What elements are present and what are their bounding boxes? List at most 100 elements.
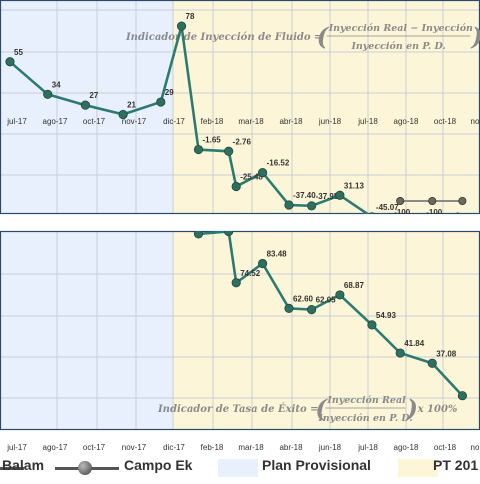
data-label: 62.60 [293, 294, 314, 303]
x-tick-label: ago-17 [43, 443, 68, 452]
data-point [306, 304, 317, 315]
data-label: -25.48 [240, 172, 263, 181]
data-label: 41.84 [404, 339, 425, 348]
x-tick-label: abr-18 [279, 117, 303, 126]
data-point [193, 144, 204, 155]
data-label: -37.40 [293, 191, 316, 200]
data-label: 21 [127, 100, 136, 109]
legend-label-plan-provisional: Plan Provisional [262, 457, 371, 473]
formula-annotation: Indicador de Tasa de Éxito =(Inyección R… [157, 394, 458, 424]
legend-label-balam: Balam [2, 457, 45, 473]
data-point [306, 201, 317, 211]
formula-paren-open: ( [317, 22, 330, 51]
data-point [231, 181, 241, 192]
x-tick-label: ago-18 [394, 117, 419, 126]
formula-annotation: Indicador de Inyección de Fluido =(Inyec… [125, 22, 480, 52]
formula-denominator: Inyección en P. D. [317, 413, 412, 424]
formula-numerator: Inyección Real [326, 395, 406, 406]
x-tick-label: oct-18 [434, 117, 457, 126]
legend-campo-ek-marker [55, 460, 119, 476]
data-point [457, 391, 467, 401]
data-point [257, 168, 268, 178]
data-label: 74.52 [240, 269, 261, 278]
legend-balam-line [0, 460, 24, 476]
data-label: 37.08 [436, 349, 457, 358]
data-point [284, 303, 294, 314]
chart-legend: Balam Campo Ek Plan Provisional PT 201 [0, 455, 480, 481]
legend-provisional-swatch [218, 459, 258, 477]
data-point [429, 433, 436, 440]
data-point [257, 258, 268, 269]
data-point [284, 200, 294, 210]
data-label: -1.65 [203, 136, 222, 145]
series-group: 97.24 98.35 74.52 83.48 62.60 62.05 68.87 54.93… [193, 218, 467, 453]
formula-paren-close: ) [406, 394, 418, 423]
data-label: 98.35 [233, 218, 254, 227]
x-tick-label: jul-18 [357, 117, 378, 126]
x-tick-label: oct-17 [83, 443, 106, 452]
x-tick-label: jul-17 [6, 443, 27, 452]
legend-label-campo-ek: Campo Ek [124, 457, 193, 473]
data-point [335, 290, 345, 300]
data-point [176, 21, 187, 31]
data-label: 31.13 [344, 181, 365, 190]
data-point [224, 146, 234, 156]
data-point [396, 196, 405, 205]
data-label: 58.16 [404, 223, 425, 232]
data-label: 62.05 [316, 296, 337, 305]
formula-lhs: Indicador de Tasa de Éxito = [157, 403, 318, 415]
x-tick-label: oct-17 [83, 117, 106, 126]
data-label: 78 [186, 12, 195, 21]
data-point [428, 196, 437, 205]
data-label: 0 [426, 444, 431, 453]
data-label: -45.07 [376, 203, 399, 212]
data-point [231, 278, 241, 288]
x-tick-label: ago-18 [394, 443, 419, 452]
formula-paren-open: ( [315, 394, 328, 423]
data-label: 68.87 [344, 281, 365, 290]
data-label: 0 [456, 444, 461, 453]
x-tick-label: mar-18 [238, 117, 264, 126]
chart-panel-2: jul-17 ago-17 oct-17 nov-17 dic-17 feb-18 mar-… [0, 218, 480, 453]
data-label: 29 [165, 88, 174, 97]
data-point [395, 348, 405, 358]
x-tick-label: jun-18 [318, 117, 342, 126]
data-point [118, 109, 128, 120]
series-group: 55 34 27 21 29 78 -1.65 -2.76 -25.48 -16.52 -37.40… [5, 12, 467, 232]
data-label: - [456, 208, 459, 217]
x-tick-label: abr-18 [279, 443, 303, 452]
data-point [224, 231, 234, 237]
data-point [156, 97, 166, 107]
data-point [427, 358, 437, 368]
data-point [397, 433, 404, 440]
data-label: 97.24 [203, 220, 224, 229]
grid-lines [0, 231, 480, 430]
x-tick-label: no [471, 443, 480, 452]
data-point [335, 190, 345, 200]
data-point [459, 433, 466, 440]
data-label: 27 [89, 91, 98, 100]
legend-label-pt: PT 201 [433, 457, 479, 473]
data-label: 55 [14, 48, 23, 57]
x-tick-label: dic-17 [163, 443, 185, 452]
data-label: 34 [52, 80, 61, 89]
x-tick-label: dic-17 [163, 117, 185, 126]
provisional-period-band [0, 231, 173, 430]
data-point [5, 57, 15, 67]
x-tick-label: no [471, 117, 480, 126]
legend-pt-swatch [398, 459, 438, 477]
data-point [80, 100, 91, 110]
data-label: -2.76 [233, 137, 252, 146]
x-tick-label: jul-17 [6, 117, 27, 126]
data-point [458, 196, 467, 205]
data-point [367, 320, 377, 330]
data-point [193, 231, 204, 239]
data-point [368, 212, 376, 214]
data-label: -16.52 [267, 159, 290, 168]
chart-panel-1: jul-17 ago-17 oct-17 nov-17 dic-17 feb-18 mar-… [0, 0, 480, 232]
x-tick-label: feb-18 [201, 117, 224, 126]
data-label: -100 [426, 208, 443, 217]
formula-numerator: Inyección Real − Inyección [328, 23, 473, 34]
data-label: -37.95 [316, 192, 339, 201]
